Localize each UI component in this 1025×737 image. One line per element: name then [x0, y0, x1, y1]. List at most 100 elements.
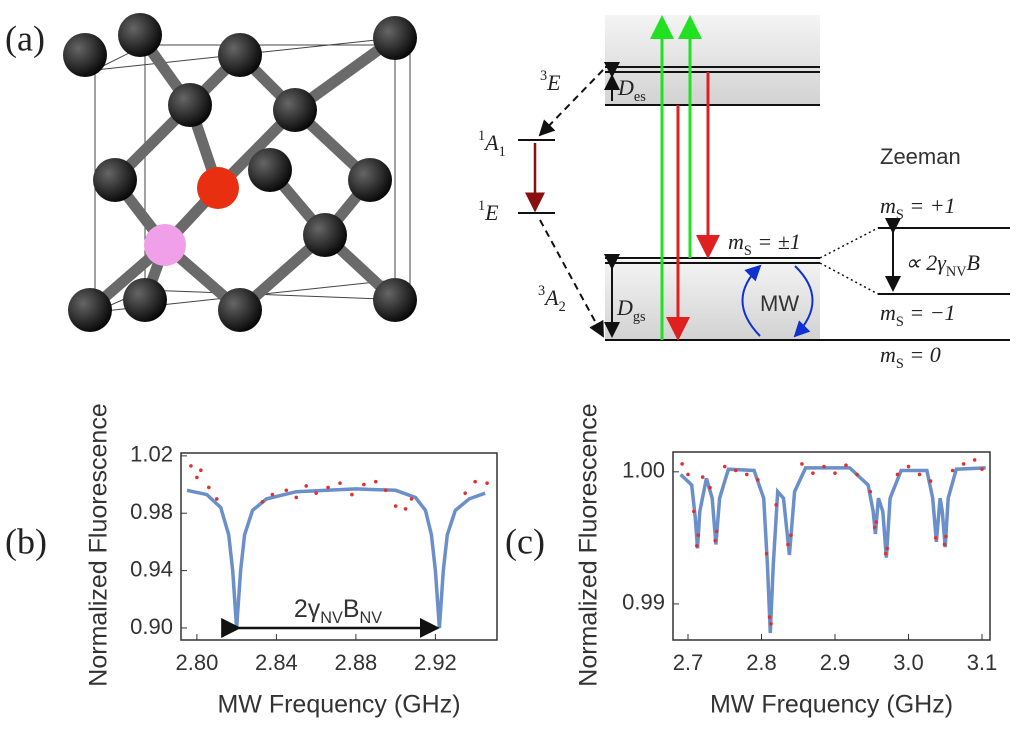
data-point [928, 479, 933, 483]
fit-line [679, 466, 986, 634]
data-point [800, 462, 804, 466]
data-point [714, 529, 719, 534]
text-part: A [543, 285, 559, 310]
data-point [708, 485, 712, 490]
data-point [195, 475, 199, 480]
level-label: mS = −1 [880, 300, 956, 330]
data-point [917, 472, 922, 477]
text-part: NV [320, 609, 343, 627]
data-point [199, 468, 203, 473]
level-label: 3A2 [538, 283, 566, 315]
x-tick-label: 2.7 [673, 650, 704, 675]
text-part: A [483, 130, 499, 155]
data-point [485, 481, 489, 485]
text-part: B [967, 250, 980, 275]
level-label: mS = ±1 [728, 229, 801, 259]
data-point [680, 462, 684, 466]
text-part: ∝ 2γ [905, 250, 947, 275]
text-part: m [880, 300, 896, 325]
atoms [63, 13, 417, 332]
x-tick-label: 2.84 [255, 650, 298, 675]
text-part: gs [633, 309, 646, 325]
data-point [214, 497, 219, 501]
level-label: Zeeman [880, 144, 961, 169]
data-point [756, 477, 760, 482]
text-part: = −1 [904, 300, 956, 325]
panel-label: (b) [5, 521, 47, 561]
text-part: 3 [538, 283, 545, 299]
y-tick-label: 0.90 [130, 614, 173, 639]
data-point [874, 520, 878, 524]
y-tick-label: 0.98 [130, 499, 173, 524]
y-tick-label: 0.94 [130, 556, 173, 581]
data-point [314, 491, 318, 495]
text-part: = +1 [904, 193, 956, 218]
annotation: 2γNVBNV [294, 595, 382, 628]
text-part: E [484, 200, 499, 225]
data-point [942, 542, 947, 547]
level-label: ∝ 2γNVB [905, 250, 980, 280]
data-point [822, 464, 826, 469]
text-part: 3 [540, 68, 547, 84]
data-point [326, 485, 330, 490]
x-tick-label: 2.8 [746, 650, 777, 675]
data-point [895, 472, 900, 477]
data-point [872, 525, 877, 530]
text-part: 2 [559, 299, 566, 315]
text-part: 2γ [294, 595, 321, 623]
plot-frame [180, 452, 498, 641]
data-point [189, 464, 193, 468]
data-point [868, 489, 873, 494]
data-point [906, 464, 911, 469]
data-point [764, 551, 769, 556]
level-label: 1E [478, 198, 499, 225]
level-label: mS = +1 [880, 193, 956, 223]
data-point [950, 468, 955, 473]
x-tick-label: 2.88 [334, 650, 377, 675]
data-point [733, 468, 738, 473]
data-point [980, 467, 984, 471]
data-point [789, 533, 793, 538]
data-point [260, 499, 265, 504]
text-part: E [546, 70, 561, 95]
text-part: D [617, 75, 634, 100]
data-point [744, 472, 749, 477]
data-point [383, 488, 388, 493]
text-part: 1 [499, 144, 506, 160]
text-part: S [896, 207, 904, 223]
energy-diagram [518, 15, 1010, 341]
text-part: = ±1 [752, 229, 801, 254]
data-point [769, 621, 773, 626]
x-axis-label: MW Frequency (GHz) [710, 691, 953, 719]
data-point [767, 615, 772, 619]
level-label: Dgs [616, 295, 646, 325]
text-part: m [880, 193, 896, 218]
level-label: MW [760, 291, 799, 316]
level-label: 1A1 [478, 128, 506, 160]
data-point [393, 504, 398, 508]
data-point [695, 544, 699, 548]
panel-label: (a) [5, 18, 45, 58]
data-point [844, 463, 848, 468]
data-point [811, 471, 815, 475]
text-part: m [880, 342, 896, 367]
data-point [463, 491, 468, 495]
x-tick-label: 3.1 [967, 650, 998, 675]
data-point [409, 497, 414, 501]
text-part: = 0 [904, 342, 941, 367]
y-tick-label: 1.00 [622, 458, 665, 483]
text-part: m [728, 229, 744, 254]
y-tick-label: 0.99 [622, 590, 665, 615]
data-point [885, 546, 889, 551]
text-part: NV [946, 264, 967, 280]
x-tick-label: 2.9 [820, 650, 851, 675]
x-tick-label: 2.80 [175, 650, 218, 675]
data-point [284, 488, 289, 493]
data-point [350, 492, 354, 497]
y-axis-label: Normalized Fluorescence [575, 403, 603, 686]
x-tick-label: 2.92 [414, 650, 457, 675]
data-point [855, 472, 859, 477]
data-point [883, 551, 888, 556]
